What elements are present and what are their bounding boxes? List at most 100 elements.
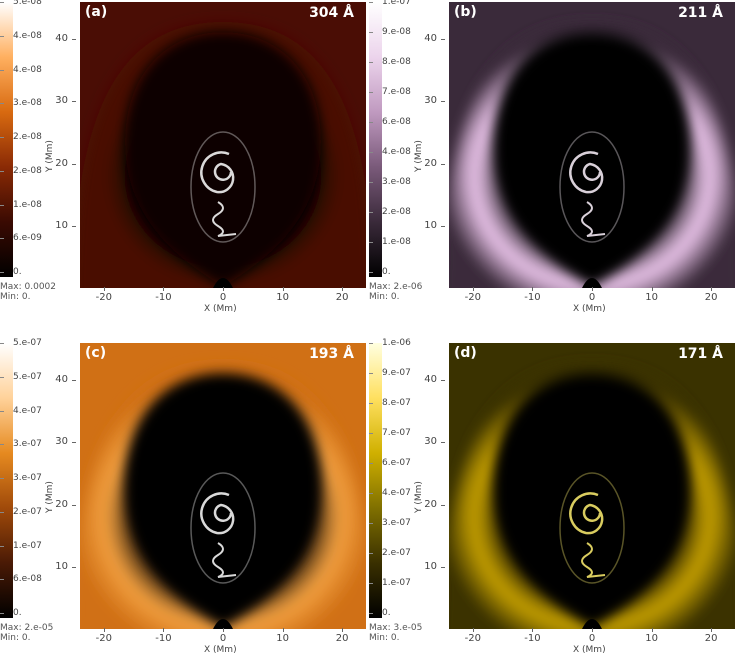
y-tick-label: 10 [55, 560, 76, 572]
x-tick-label: 20 [699, 287, 723, 303]
x-axis-label: X (Mm) [204, 304, 237, 314]
colorbar-max: Max: 2.e-06 [369, 282, 423, 292]
colorbar [0, 2, 13, 277]
x-tick-label: 0 [211, 287, 235, 303]
emission-map [449, 343, 735, 629]
wavelength-label: 193 Å [309, 346, 354, 362]
x-tick-label: -10 [151, 628, 175, 644]
x-tick-label: 20 [330, 287, 354, 303]
colorbar-tick-label: 4.e-08 [0, 64, 42, 75]
y-tick-label: 40 [424, 374, 445, 386]
panel-label: (a) [85, 4, 108, 20]
x-axis-label: X (Mm) [204, 645, 237, 655]
emission-map [80, 2, 366, 288]
colorbar-tick-label: 6.e-07 [369, 458, 411, 468]
colorbar-tick-label: 1.e-08 [369, 237, 411, 247]
colorbar-min: Min: 0. [0, 633, 31, 643]
plot-image: (a) 304 Å [80, 2, 366, 288]
emission-map [80, 343, 366, 629]
y-tick-label: 30 [55, 95, 76, 107]
y-tick-label: 40 [55, 33, 76, 45]
y-tick-label: 30 [424, 436, 445, 448]
y-axis-label: Y (Mm) [414, 481, 424, 513]
colorbar-max: Max: 2.e-05 [0, 623, 54, 633]
colorbar-tick-label: 3.e-08 [369, 177, 411, 187]
x-tick-label: 0 [580, 287, 604, 303]
colorbar-tick-label: 5.e-08 [0, 0, 42, 7]
y-tick-label: 10 [424, 560, 445, 572]
y-axis-label: Y (Mm) [414, 140, 424, 172]
panel-a: 5.e-08 4.e-08 4.e-08 3.e-08 2.e-08 2.e-08 1.e-… [0, 0, 369, 326]
y-tick-label: 30 [424, 95, 445, 107]
y-tick-label: 20 [55, 157, 76, 169]
colorbar-tick-label: 4.e-08 [0, 30, 42, 41]
colorbar-tick-label: 3.e-07 [0, 473, 42, 483]
colorbar-tick-label: 2.e-08 [369, 207, 411, 217]
colorbar-tick-label: 6.e-09 [0, 233, 42, 244]
wavelength-label: 211 Å [678, 5, 723, 21]
y-tick-label: 10 [55, 219, 76, 231]
colorbar-tick-label: 0. [0, 267, 22, 277]
y-tick-label: 10 [424, 219, 445, 231]
colorbar-tick-label: 6.e-08 [0, 574, 42, 585]
colorbar-tick-label: 0. [369, 608, 391, 618]
x-tick-label: -20 [92, 287, 116, 303]
plot-image: (c) 193 Å [80, 343, 366, 629]
x-tick-label: -20 [461, 628, 485, 644]
colorbar-tick-label: 7.e-08 [369, 87, 411, 97]
colorbar-tick-label: 1.e-08 [0, 199, 42, 210]
x-tick-label: 10 [640, 287, 664, 303]
colorbar-tick-label: 5.e-07 [0, 338, 42, 348]
x-tick-label: 10 [271, 287, 295, 303]
colorbar-min: Min: 0. [0, 292, 31, 302]
x-tick-label: 0 [211, 628, 235, 644]
y-tick-label: 20 [55, 498, 76, 510]
panel-c: 5.e-07 5.e-07 4.e-07 3.e-07 3.e-07 2.e-07 1.e-… [0, 338, 369, 667]
x-axis-label: X (Mm) [573, 304, 606, 314]
y-tick-label: 20 [424, 498, 445, 510]
panel-label: (b) [454, 4, 477, 20]
colorbar [369, 343, 382, 618]
colorbar-tick-label: 4.e-08 [369, 147, 411, 157]
x-tick-label: -10 [520, 287, 544, 303]
panel-label: (c) [85, 345, 107, 361]
plot-image: (b) 211 Å [449, 2, 735, 288]
panel-label: (d) [454, 345, 477, 361]
colorbar-tick-label: 8.e-08 [369, 57, 411, 67]
colorbar-tick-label: 9.e-08 [369, 27, 411, 37]
y-axis-label: Y (Mm) [45, 140, 55, 172]
colorbar-min: Min: 0. [369, 633, 400, 643]
colorbar-min: Min: 0. [369, 292, 400, 302]
wavelength-label: 304 Å [309, 5, 354, 21]
colorbar [0, 343, 13, 618]
colorbar-tick-label: 3.e-07 [369, 518, 411, 528]
colorbar-tick-label: 4.e-07 [0, 405, 42, 416]
x-axis-label: X (Mm) [573, 645, 606, 655]
x-tick-label: -10 [151, 287, 175, 303]
x-tick-label: -10 [520, 628, 544, 644]
colorbar-tick-label: 1.e-07 [369, 578, 411, 588]
colorbar-max: Max: 0.0002 [0, 282, 56, 292]
x-tick-label: 20 [699, 628, 723, 644]
panel-d: 1.e-06 9.e-07 8.e-07 7.e-07 6.e-07 4.e-07 3.e-… [369, 338, 738, 667]
wavelength-label: 171 Å [678, 346, 723, 362]
colorbar-tick-label: 6.e-08 [369, 117, 411, 127]
colorbar-tick-label: 3.e-07 [0, 439, 42, 450]
x-tick-label: 10 [271, 628, 295, 644]
y-tick-label: 40 [424, 33, 445, 45]
colorbar-tick-label: 1.e-07 [369, 0, 411, 7]
y-tick-label: 40 [55, 374, 76, 386]
colorbar-max: Max: 3.e-05 [369, 623, 423, 633]
colorbar-tick-label: 0. [0, 608, 22, 618]
emission-map [449, 2, 735, 288]
y-axis-label: Y (Mm) [45, 481, 55, 513]
colorbar-tick-label: 2.e-08 [0, 165, 42, 176]
y-tick-label: 30 [55, 436, 76, 448]
plot-image: (d) 171 Å [449, 343, 735, 629]
colorbar-tick-label: 4.e-07 [369, 488, 411, 498]
y-tick-label: 20 [424, 157, 445, 169]
colorbar-tick-label: 2.e-07 [0, 506, 42, 517]
colorbar-tick-label: 8.e-07 [369, 398, 411, 408]
colorbar-tick-label: 7.e-07 [369, 428, 411, 438]
colorbar-tick-label: 1.e-07 [0, 540, 42, 551]
